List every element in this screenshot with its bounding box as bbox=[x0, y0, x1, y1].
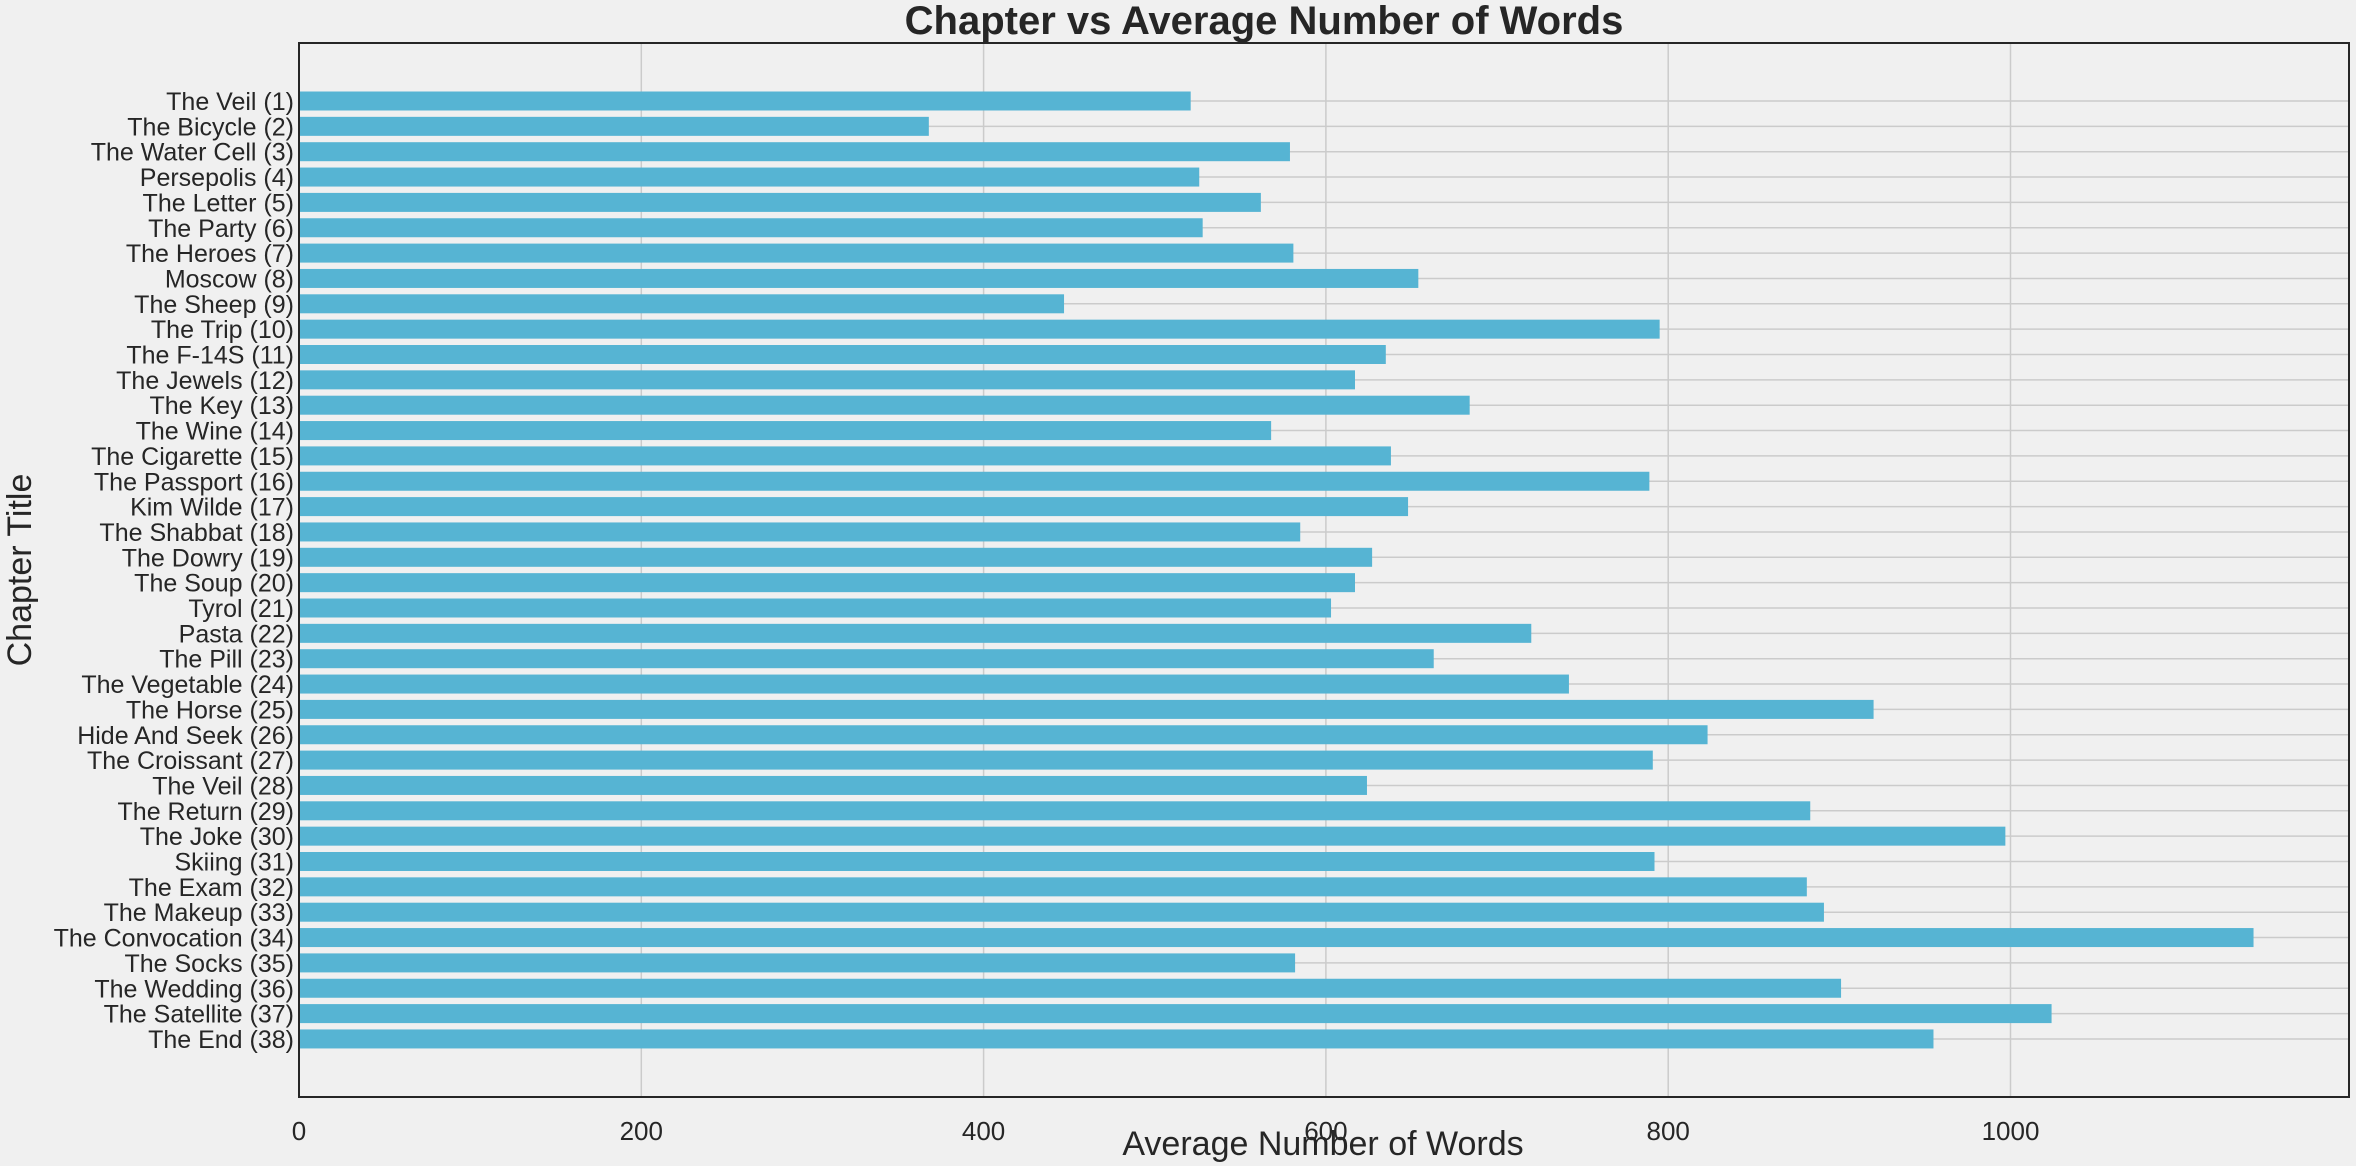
y-tick-label: The End (38) bbox=[148, 1026, 294, 1054]
bar bbox=[299, 750, 1653, 770]
y-tick-label: Pasta (22) bbox=[179, 620, 294, 648]
bar bbox=[299, 1029, 1934, 1049]
y-tick-label: The Socks (35) bbox=[124, 950, 294, 978]
bars bbox=[299, 91, 2254, 1049]
x-tick-label: 200 bbox=[620, 1116, 663, 1146]
y-tick-label: The Water Cell (3) bbox=[91, 139, 294, 167]
bar bbox=[299, 826, 2006, 846]
y-tick-label: Moscow (8) bbox=[165, 265, 294, 293]
bar bbox=[299, 852, 1655, 871]
y-tick-label: The Soup (20) bbox=[134, 570, 294, 598]
y-tick-label: The Sheep (9) bbox=[134, 291, 294, 319]
bar bbox=[299, 953, 1296, 973]
bar bbox=[299, 243, 1294, 263]
y-tick-label: The Joke (30) bbox=[140, 823, 294, 851]
bar bbox=[299, 167, 1200, 187]
bar bbox=[299, 218, 1203, 238]
y-tick-label: The Wedding (36) bbox=[94, 975, 294, 1003]
bar bbox=[299, 421, 1272, 441]
y-tick-label: Tyrol (21) bbox=[188, 595, 294, 623]
y-tick-label: Skiing (31) bbox=[175, 849, 295, 877]
x-tick-label: 400 bbox=[962, 1116, 1005, 1146]
bar bbox=[299, 268, 1419, 288]
bar bbox=[299, 547, 1373, 567]
y-tick-label: The Heroes (7) bbox=[126, 240, 294, 268]
plot-area-frame bbox=[298, 42, 2350, 1098]
bar bbox=[299, 497, 1409, 517]
bar bbox=[299, 877, 1807, 897]
bar bbox=[299, 116, 929, 136]
y-tick-label: The Wine (14) bbox=[136, 418, 294, 446]
y-tick-label: The Shabbat (18) bbox=[99, 519, 294, 547]
y-tick-label: The Horse (25) bbox=[126, 696, 294, 724]
bar bbox=[299, 725, 1708, 745]
bar bbox=[299, 775, 1367, 795]
bar bbox=[299, 319, 1660, 339]
bar bbox=[299, 446, 1391, 466]
bar bbox=[299, 801, 1811, 821]
x-tick-labels: 0 200 400 600 800 1000 bbox=[292, 1116, 2040, 1146]
bar bbox=[299, 598, 1332, 618]
y-tick-label: The Jewels (12) bbox=[116, 367, 294, 395]
bar bbox=[299, 623, 1532, 643]
y-tick-label: The Cigarette (15) bbox=[91, 443, 294, 471]
x-tick-label: 600 bbox=[1304, 1116, 1347, 1146]
y-tick-label: The Bicycle (2) bbox=[127, 113, 294, 141]
bar bbox=[299, 674, 1569, 694]
bar bbox=[299, 142, 1290, 162]
bar bbox=[299, 699, 1874, 719]
bar bbox=[299, 91, 1191, 111]
bar bbox=[299, 978, 1842, 998]
y-tick-label: The F-14S (11) bbox=[126, 342, 294, 370]
y-tick-label: The Vegetable (24) bbox=[81, 671, 294, 699]
y-tick-label: The Veil (1) bbox=[166, 88, 294, 116]
y-tick-label: The Makeup (33) bbox=[104, 899, 294, 927]
bar bbox=[299, 294, 1065, 314]
y-axis-title: Chapter Title bbox=[1, 474, 39, 667]
y-tick-label: Persepolis (4) bbox=[140, 164, 294, 192]
y-tick-label: The Return (29) bbox=[118, 798, 294, 826]
bar bbox=[299, 395, 1470, 415]
y-tick-label: The Passport (16) bbox=[94, 468, 294, 496]
y-tick-label: The Convocation (34) bbox=[54, 925, 294, 953]
x-tick-label: 800 bbox=[1647, 1116, 1690, 1146]
y-tick-labels: The Veil (1)The Bicycle (2)The Water Cel… bbox=[54, 88, 294, 1054]
y-tick-label: The Key (13) bbox=[149, 392, 294, 420]
bar bbox=[299, 573, 1355, 593]
bar bbox=[299, 522, 1301, 542]
bar bbox=[299, 902, 1824, 922]
y-tick-label: Kim Wilde (17) bbox=[130, 494, 294, 522]
y-tick-label: The Croissant (27) bbox=[87, 747, 294, 775]
bar bbox=[299, 370, 1355, 390]
y-tick-label: The Trip (10) bbox=[151, 316, 294, 344]
y-tick-label: The Party (6) bbox=[148, 215, 294, 243]
y-tick-label: The Dowry (19) bbox=[122, 544, 294, 572]
x-tick-label: 0 bbox=[292, 1116, 306, 1146]
y-tick-label: The Letter (5) bbox=[143, 189, 294, 217]
y-tick-label: The Veil (28) bbox=[152, 772, 294, 800]
y-tick-label: Hide And Seek (26) bbox=[77, 722, 294, 750]
bar bbox=[299, 928, 2254, 948]
y-tick-label: The Exam (32) bbox=[129, 874, 294, 902]
bar bbox=[299, 471, 1650, 491]
bar bbox=[299, 1004, 2052, 1024]
chart-title: Chapter vs Average Number of Words bbox=[905, 0, 1624, 43]
bar bbox=[299, 192, 1261, 212]
x-axis-title: Average Number of Words bbox=[1122, 1125, 1523, 1163]
y-tick-label: The Satellite (37) bbox=[104, 1001, 294, 1029]
bar bbox=[299, 649, 1434, 669]
x-tick-label: 1000 bbox=[1982, 1116, 2040, 1146]
y-tick-label: The Pill (23) bbox=[159, 646, 294, 674]
bar bbox=[299, 345, 1386, 364]
